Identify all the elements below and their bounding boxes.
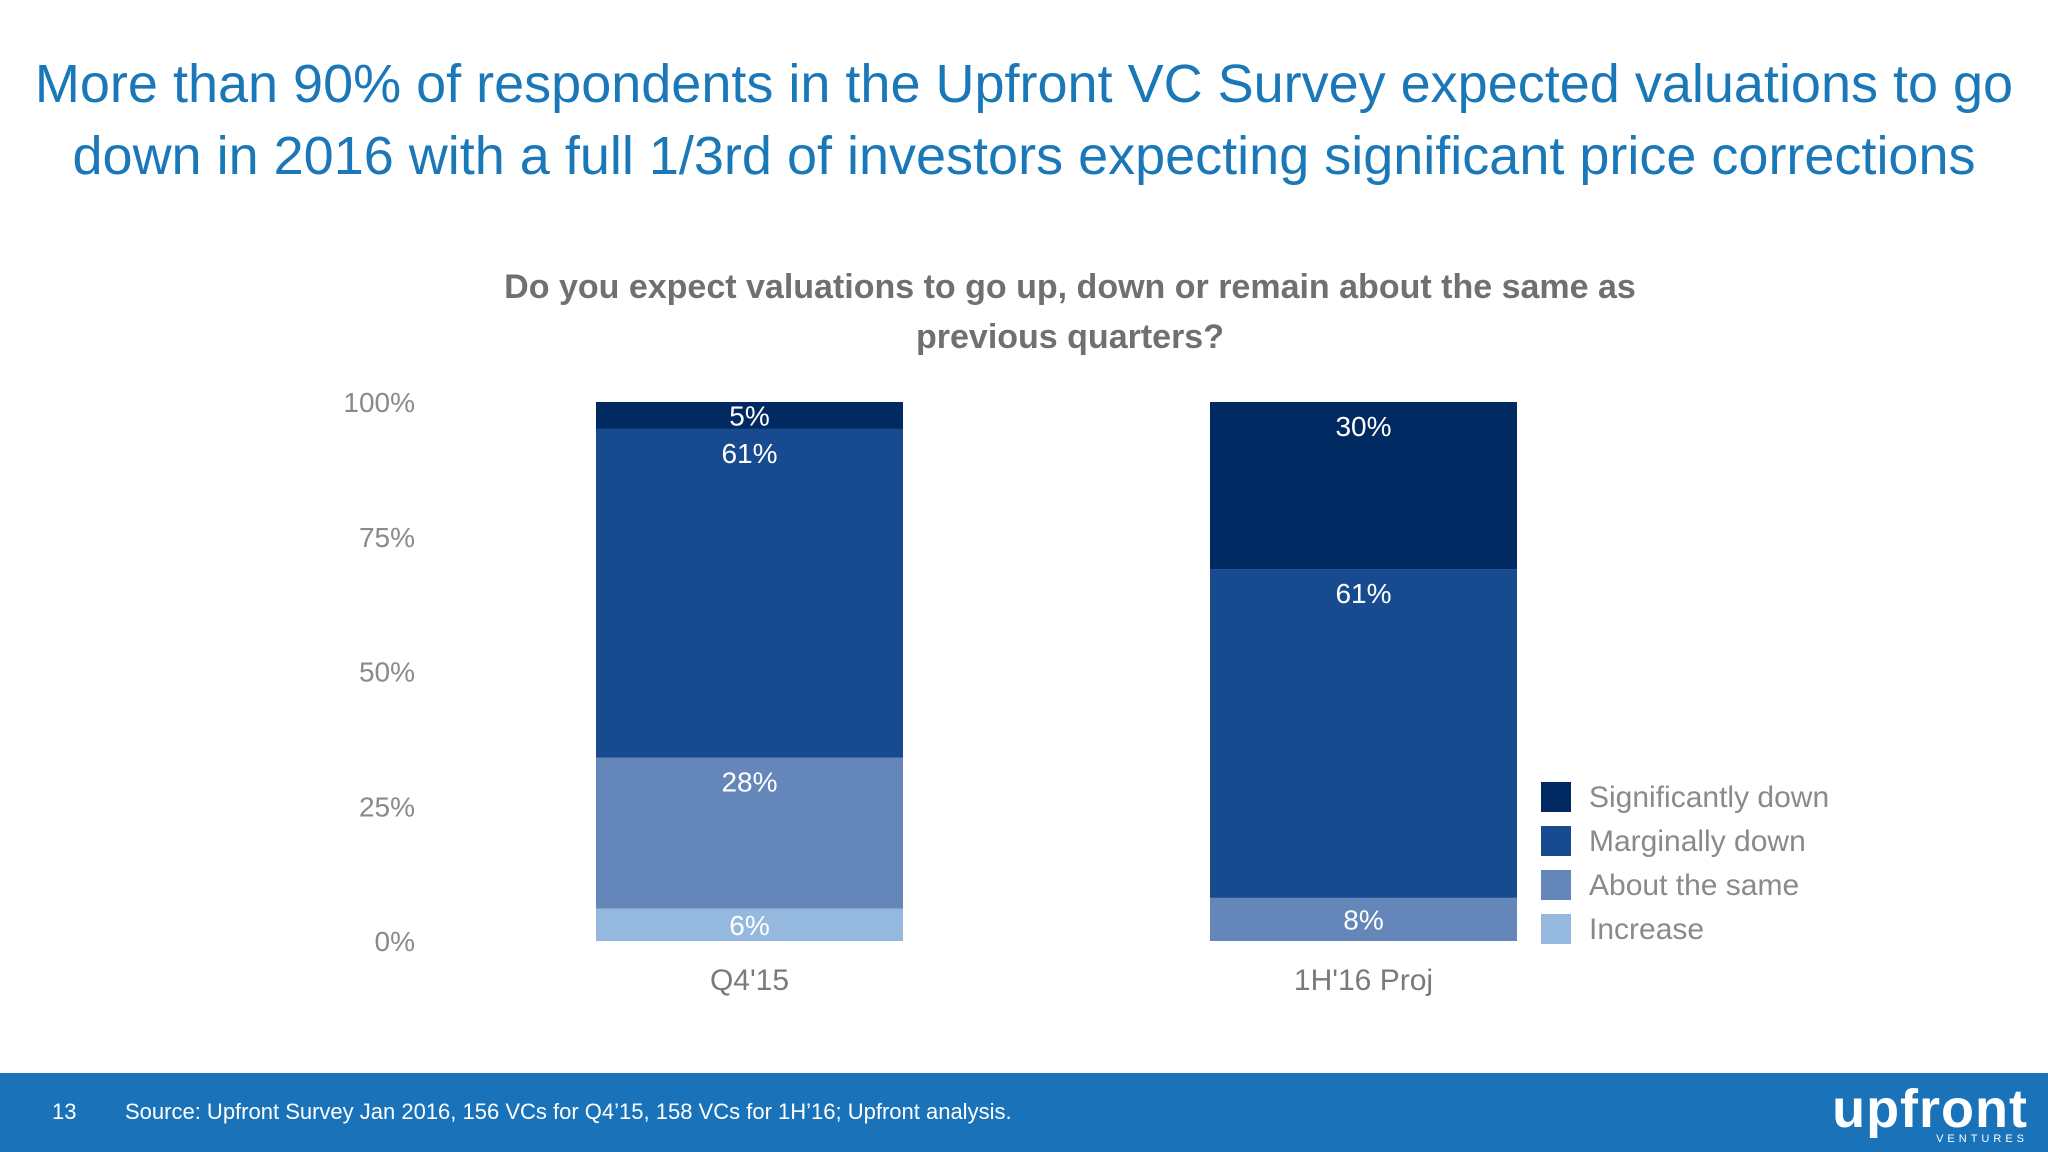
upfront-logo: upfront VENTURES (1832, 1081, 2028, 1145)
y-tick-label: 50% (359, 657, 415, 688)
source-note: Source: Upfront Survey Jan 2016, 156 VCs… (125, 1099, 1012, 1124)
legend-label: Increase (1589, 913, 1704, 946)
data-label: 28% (721, 767, 777, 798)
page-title: More than 90% of respondents in the Upfr… (34, 54, 2014, 186)
legend-label: About the same (1589, 869, 1799, 902)
bar-segment (1210, 897, 1517, 941)
logo-wordmark: upfront (1832, 1079, 2028, 1139)
legend: Significantly down Marginally down About t… (1541, 781, 1829, 946)
footer-bar: 13 Source: Upfront Survey Jan 2016, 156 … (0, 1073, 2048, 1152)
data-label: 61% (1335, 578, 1391, 609)
y-axis-ticks: 0% 25% 50% 75% 100% (343, 387, 415, 957)
data-label: 8% (1343, 904, 1383, 935)
bar-segment (1210, 402, 1517, 570)
bar-segment (596, 428, 903, 758)
data-label: 6% (729, 910, 769, 941)
page-number: 13 (52, 1099, 77, 1124)
y-tick-label: 75% (359, 522, 415, 553)
legend-label: Marginally down (1589, 825, 1806, 858)
x-tick-label: Q4'15 (710, 964, 789, 997)
legend-swatch (1541, 870, 1571, 900)
data-label: 5% (729, 400, 769, 431)
bar-segment (1210, 569, 1517, 898)
bar-series: 6% 28% 61% 5% 8% 61% 30% (596, 400, 1517, 941)
legend-swatch (1541, 914, 1571, 944)
x-tick-label: 1H'16 Proj (1294, 964, 1433, 997)
legend-swatch (1541, 826, 1571, 856)
bar-segment (596, 908, 903, 941)
data-label: 61% (721, 438, 777, 469)
stacked-bar-chart: 0% 25% 50% 75% 100% 6% 28% 61% 5% 8% 61% 30% Q4'15… (343, 387, 1829, 997)
y-tick-label: 100% (343, 387, 415, 418)
data-label: 30% (1335, 411, 1391, 442)
x-axis-labels: Q4'15 1H'16 Proj (710, 964, 1433, 997)
legend-swatch (1541, 782, 1571, 812)
y-tick-label: 0% (375, 926, 415, 957)
bar-segment (596, 402, 903, 429)
bar-segment (596, 757, 903, 909)
y-tick-label: 25% (359, 791, 415, 822)
legend-label: Significantly down (1589, 781, 1829, 814)
logo-subtext: VENTURES (1936, 1133, 2028, 1145)
chart-title: Do you expect valuations to go up, down … (504, 268, 1636, 356)
